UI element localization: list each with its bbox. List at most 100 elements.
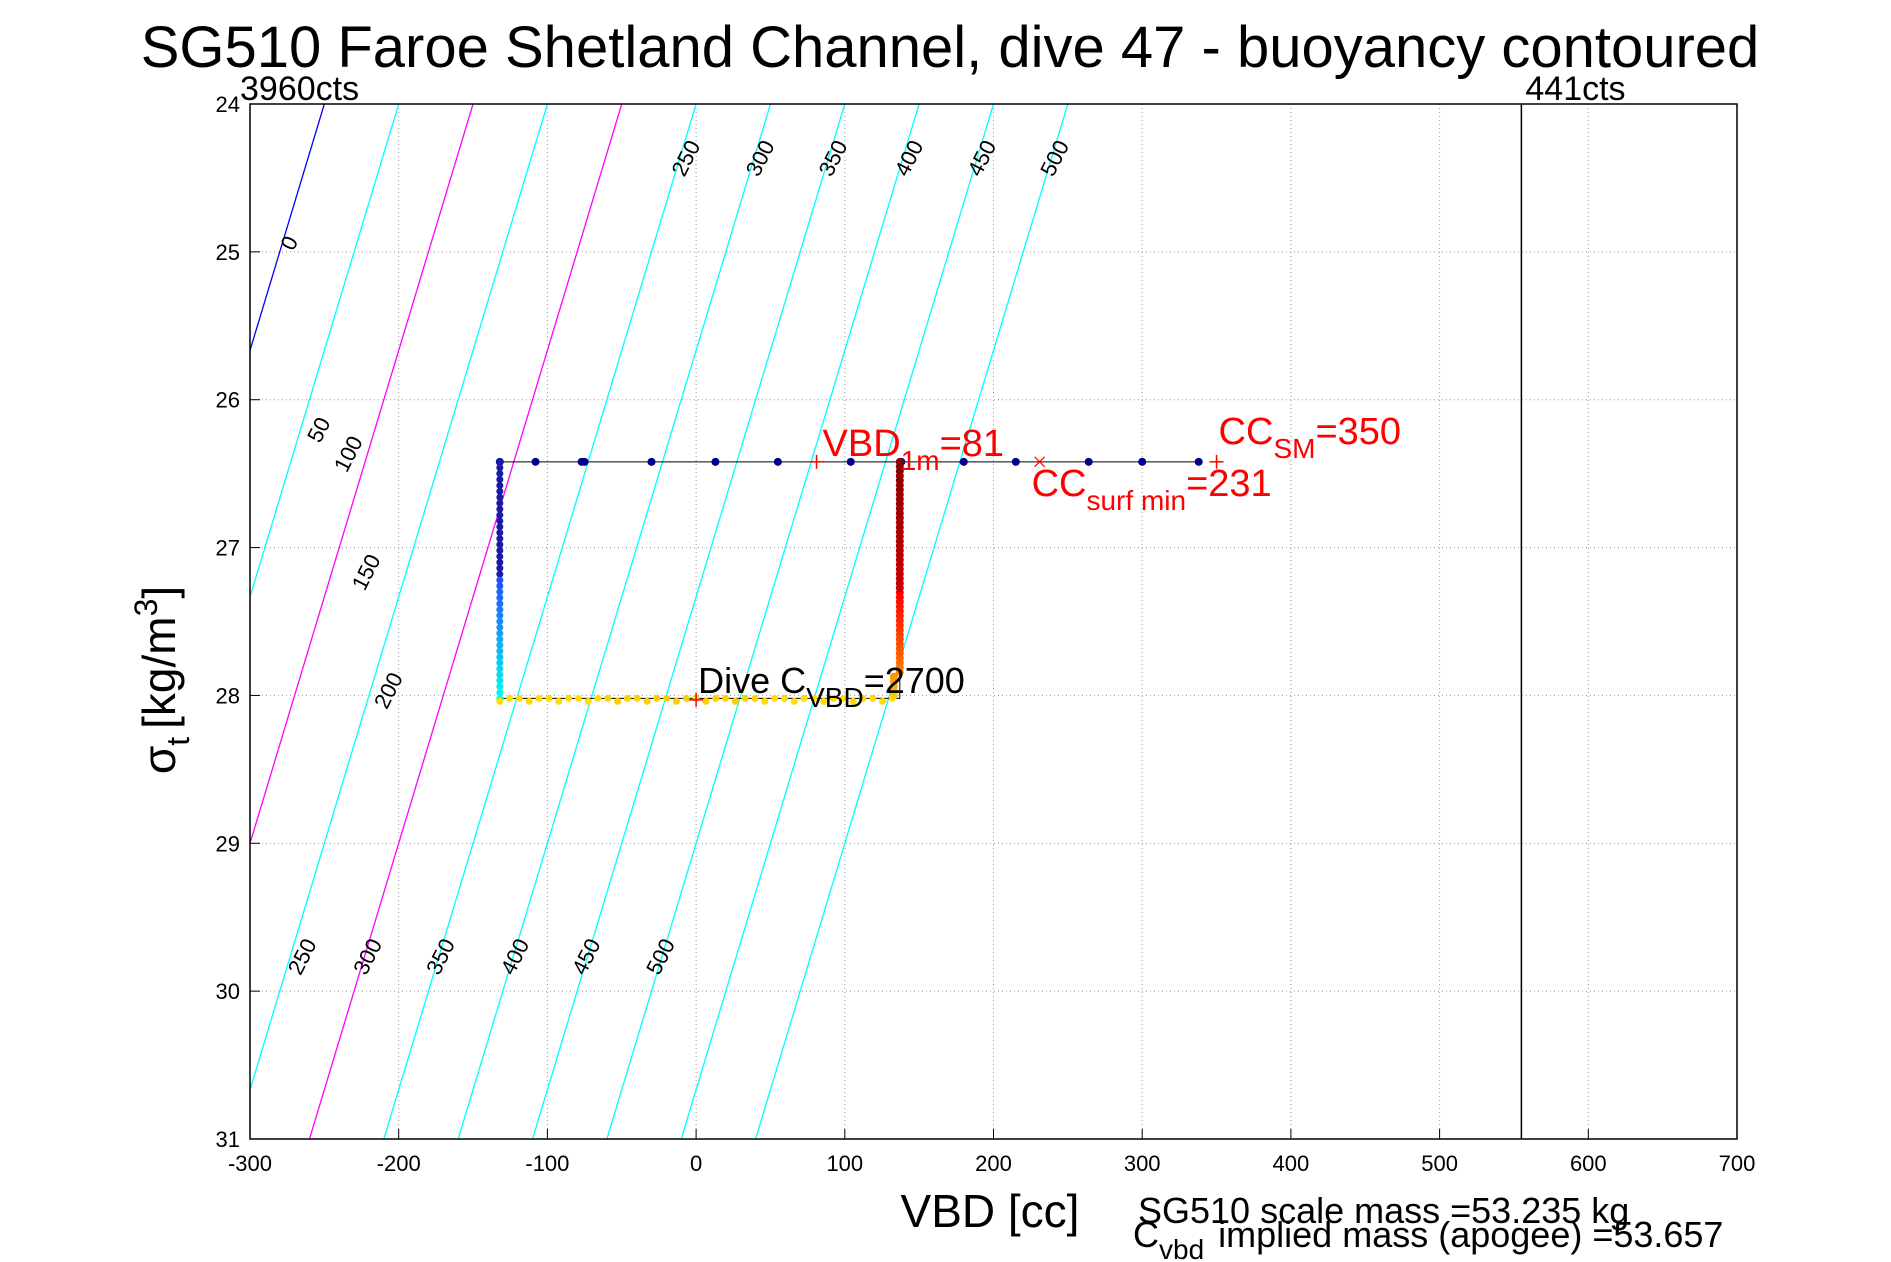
contour-label: 300: [348, 935, 387, 979]
track-point: [496, 647, 504, 655]
contour-labels: 0501001502002502503003003503504004004504…: [275, 136, 1074, 978]
track-point: [496, 476, 504, 484]
track-point: [496, 487, 504, 495]
y-tick-label: 26: [216, 388, 240, 413]
track-point: [531, 457, 540, 466]
contour-label: 50: [302, 413, 335, 446]
x-tick-label: -300: [228, 1151, 272, 1176]
marker-x: [1034, 456, 1046, 468]
track-point: [722, 694, 730, 702]
contour-line: [383, 104, 697, 1139]
dive-track: [495, 457, 1203, 705]
track-point: [594, 694, 602, 702]
implied-mass-note: Cvbd implied mass (apogee) =53.657: [1133, 1214, 1723, 1262]
track-point: [1084, 457, 1093, 466]
contour-label: 400: [889, 136, 928, 180]
chart-title: SG510 Faroe Shetland Channel, dive 47 - …: [141, 15, 1760, 80]
contour-label: 300: [741, 136, 780, 180]
track-point: [773, 457, 782, 466]
track-point: [731, 697, 739, 705]
track-point: [682, 694, 690, 702]
contour-line: [754, 104, 1069, 1139]
contour-line: [457, 104, 772, 1139]
track-point: [672, 697, 680, 705]
track-point: [565, 694, 573, 702]
track-point: [496, 697, 504, 705]
y-tick-label: 24: [216, 92, 240, 117]
x-tick-label: -200: [377, 1151, 421, 1176]
y-tick-label: 31: [216, 1127, 240, 1152]
track-point: [711, 457, 720, 466]
track-point: [496, 653, 504, 661]
track-point: [496, 677, 504, 685]
contour-label: 500: [641, 935, 680, 979]
track-point: [496, 529, 504, 537]
track-point: [496, 523, 504, 531]
contour-line: [531, 104, 846, 1139]
track-point: [496, 499, 504, 507]
buoyancy-contours: [250, 104, 1069, 1139]
track-point: [496, 594, 504, 602]
track-point: [496, 629, 504, 637]
y-tick-label: 27: [216, 536, 240, 561]
x-tick-label: 200: [975, 1151, 1012, 1176]
track-point: [496, 688, 504, 696]
track-point: [604, 694, 612, 702]
track-point: [712, 694, 720, 702]
x-tick-label: 300: [1124, 1151, 1161, 1176]
y-axis-label: σt[kg/m3]: [128, 586, 196, 774]
x-tick-label: -100: [525, 1151, 569, 1176]
contour-label: 350: [421, 935, 460, 979]
track-point: [846, 457, 855, 466]
contour-line: [250, 104, 400, 600]
track-point: [555, 697, 563, 705]
annotation-markers: [689, 454, 1224, 707]
dive-cvbd-annotation: Dive CVBD=2700: [698, 660, 965, 713]
track-point: [1011, 457, 1020, 466]
track-point: [496, 541, 504, 549]
track-point: [614, 697, 622, 705]
track-point: [653, 694, 661, 702]
y-tick-label: 29: [216, 831, 240, 856]
track-point: [496, 511, 504, 519]
track-point: [496, 552, 504, 560]
y-tick-label: 28: [216, 683, 240, 708]
track-point: [859, 694, 867, 702]
track-point: [496, 558, 504, 566]
track-point: [496, 588, 504, 596]
track-point: [496, 623, 504, 631]
track-point: [879, 697, 887, 705]
track-point: [496, 659, 504, 667]
x-tick-label: 400: [1273, 1151, 1310, 1176]
track-point: [496, 570, 504, 578]
x-tick-label: 600: [1570, 1151, 1607, 1176]
track-point: [496, 535, 504, 543]
min-counts-label: 3960cts: [240, 70, 359, 108]
x-tick-label: 500: [1421, 1151, 1458, 1176]
track-point: [577, 457, 586, 466]
track-point: [663, 694, 671, 702]
track-point: [545, 694, 553, 702]
track-point: [643, 697, 651, 705]
contour-label: 250: [666, 136, 705, 180]
track-point: [800, 694, 808, 702]
track-point: [496, 606, 504, 614]
track-point: [496, 612, 504, 620]
contour-label: 250: [283, 935, 322, 979]
track-point: [496, 635, 504, 643]
track-point: [496, 671, 504, 679]
track-point: [496, 665, 504, 673]
track-point: [751, 694, 759, 702]
track-point: [895, 457, 904, 466]
track-point: [515, 694, 523, 702]
track-point: [496, 547, 504, 555]
contour-label: 350: [814, 136, 853, 180]
track-point: [496, 470, 504, 478]
track-point: [647, 457, 656, 466]
track-point: [761, 697, 769, 705]
y-tick-label: 25: [216, 240, 240, 265]
track-point: [496, 458, 504, 466]
contour-line: [250, 104, 474, 846]
y-axis-ticks: 24 25 26 27 28 29 30 31: [216, 92, 260, 1152]
